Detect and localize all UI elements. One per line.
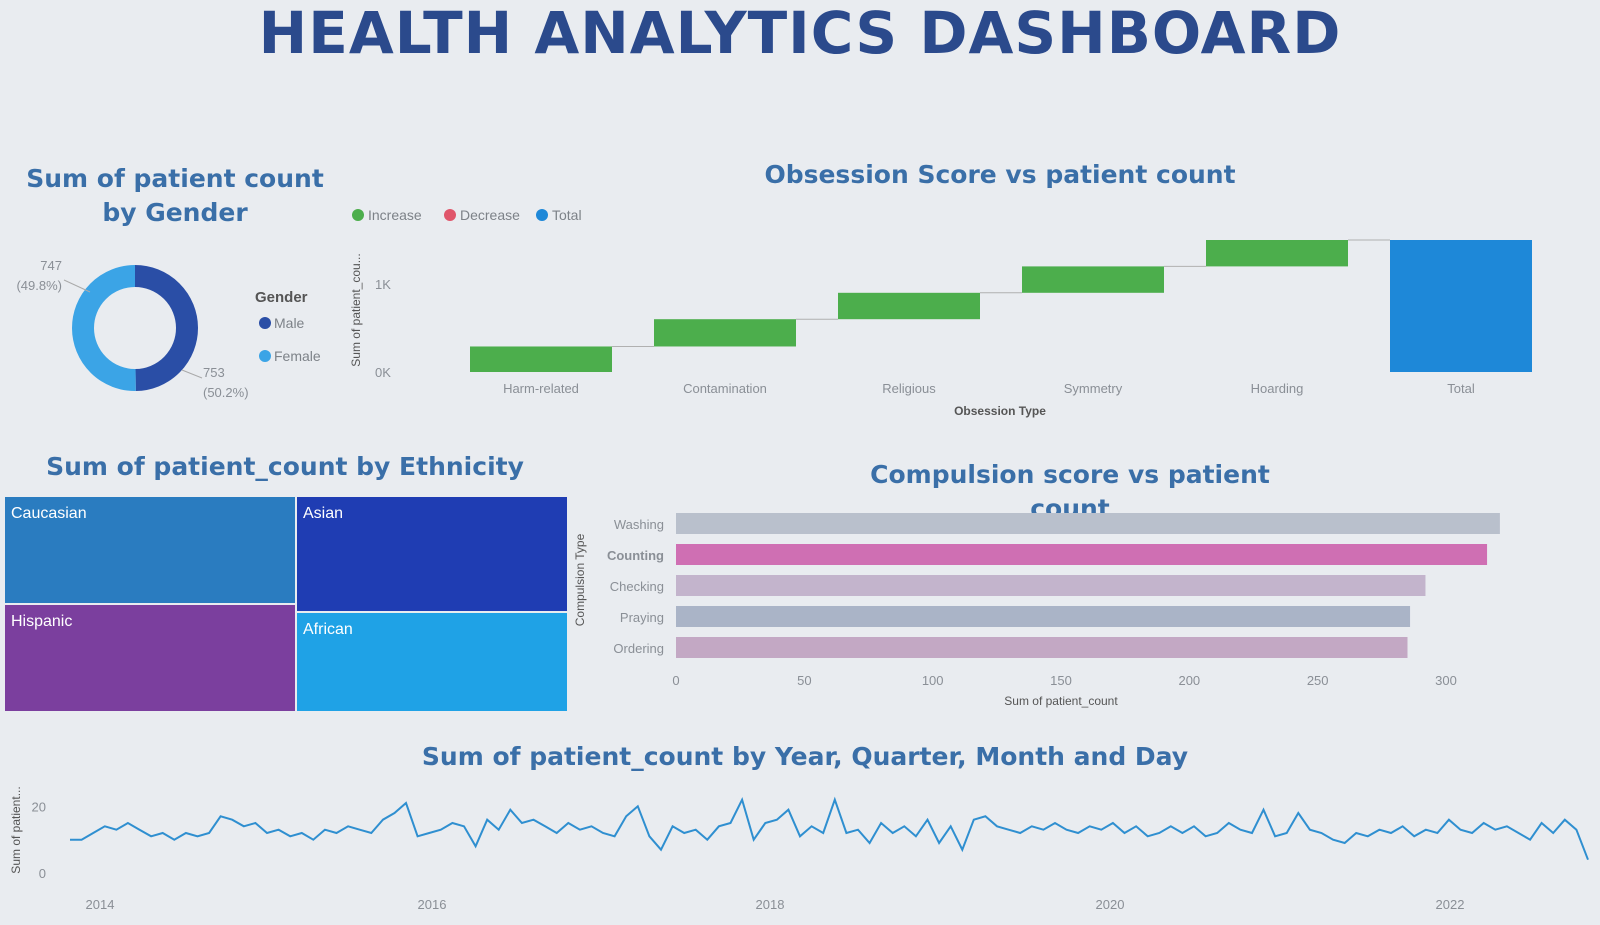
line-ylabel: Sum of patient... [9, 786, 23, 873]
donut-leader-female [181, 369, 203, 379]
waterfall-xtick-symmetry: Symmetry [1064, 381, 1123, 396]
legend-label-female: Female [274, 348, 321, 364]
hbar-xtick-0: 0 [672, 673, 679, 688]
hbar-bar-checking [676, 575, 1426, 596]
waterfall-xtick-contamination: Contamination [683, 381, 767, 396]
legend-dot-male [259, 317, 271, 329]
compulsion-chart-title: Compulsion score vs patient count [870, 460, 1270, 523]
dashboard-title: HEALTH ANALYTICS DASHBOARD [258, 0, 1342, 67]
legend-label-decrease: Decrease [460, 207, 520, 223]
hbar-xtick-150: 150 [1050, 673, 1072, 688]
hbar-xtick-300: 300 [1435, 673, 1457, 688]
hbar-ytick-ordering: Ordering [613, 641, 664, 656]
legend-dot-total [536, 209, 548, 221]
ethnicity-chart-title: Sum of patient_count by Ethnicity [46, 452, 524, 481]
waterfall-bar-religious [838, 292, 980, 320]
legend-dot-decrease [444, 209, 456, 221]
waterfall-bar-symmetry [1022, 266, 1164, 293]
waterfall-bar-hoarding [1206, 240, 1348, 267]
line-xtick-2016: 2016 [418, 897, 447, 912]
gender-legend-title: Gender [255, 289, 308, 306]
hbar-bar-counting [676, 544, 1488, 565]
hbar-xlabel: Sum of patient_count [1004, 694, 1118, 708]
compulsion-bar-chart: Compulsion Type Washing Counting Checking Pr… [573, 513, 1500, 708]
hbar-bar-praying [676, 606, 1411, 627]
hbar-ytick-washing: Washing [614, 517, 664, 532]
legend-label-total: Total [552, 207, 582, 223]
line-series [70, 796, 1589, 861]
waterfall-bar-harm-related [470, 346, 612, 372]
hbar-bar-ordering [676, 637, 1408, 658]
hbar-ytick-praying: Praying [620, 610, 664, 625]
hbar-ytick-checking: Checking [610, 579, 664, 594]
hbar-xtick-200: 200 [1178, 673, 1200, 688]
treemap-tile-african[interactable]: African [296, 612, 568, 712]
hbar-ylabel: Compulsion Type [573, 533, 587, 626]
waterfall-xtick-religious: Religious [882, 381, 936, 396]
treemap-tile-caucasian[interactable]: Caucasian [4, 496, 296, 604]
line-ytick-20: 20 [32, 799, 46, 814]
hbar-xtick-100: 100 [922, 673, 944, 688]
donut-leader-male [63, 279, 91, 293]
waterfall-ytick-0: 0K [375, 365, 391, 380]
hbar-bar-washing [676, 513, 1500, 534]
legend-dot-increase [352, 209, 364, 221]
waterfall-bar-total [1390, 240, 1532, 372]
donut-label-female-pct: (50.2%) [203, 385, 249, 400]
waterfall-xtick-hoarding: Hoarding [1251, 381, 1304, 396]
gender-chart-title: Sum of patient count by Gender [26, 164, 324, 227]
treemap-tile-hispanic[interactable]: Hispanic [4, 604, 296, 712]
obsession-waterfall-chart: Increase Decrease Total Sum of patient_cou.… [349, 207, 1532, 418]
legend-label-increase: Increase [368, 207, 422, 223]
hbar-ytick-counting: Counting [607, 548, 664, 563]
treemap-tile-asian[interactable]: Asian [296, 496, 568, 612]
waterfall-ytick-1k: 1K [375, 277, 391, 292]
donut-label-female-value: 753 [203, 365, 225, 380]
timeline-line-chart: Sum of patient... 0 20 2014 2016 2018 2020 2022 [9, 786, 1589, 912]
waterfall-ylabel: Sum of patient_cou... [349, 253, 363, 366]
donut-label-male-value: 747 [40, 258, 62, 273]
waterfall-bar-contamination [654, 319, 796, 347]
timeline-chart-title: Sum of patient_count by Year, Quarter, M… [421, 742, 1189, 771]
donut-label-male-pct: (49.8%) [16, 278, 62, 293]
donut-slice-male [134, 265, 198, 391]
line-xtick-2014: 2014 [86, 897, 115, 912]
legend-label-male: Male [274, 315, 305, 331]
obsession-chart-title: Obsession Score vs patient count [764, 160, 1236, 189]
legend-dot-female [259, 350, 271, 362]
hbar-xtick-250: 250 [1307, 673, 1329, 688]
line-xtick-2020: 2020 [1096, 897, 1125, 912]
waterfall-xtick-total: Total [1447, 381, 1475, 396]
line-ytick-0: 0 [39, 866, 46, 881]
waterfall-xtick-harm-related: Harm-related [503, 381, 579, 396]
line-xtick-2018: 2018 [756, 897, 785, 912]
line-xtick-2022: 2022 [1436, 897, 1465, 912]
donut-slice-female [72, 265, 136, 391]
gender-donut-chart: 747 (49.8%) 753 (50.2%) Gender Male Female [16, 258, 321, 400]
hbar-xtick-50: 50 [797, 673, 811, 688]
waterfall-xlabel: Obsession Type [954, 404, 1046, 418]
